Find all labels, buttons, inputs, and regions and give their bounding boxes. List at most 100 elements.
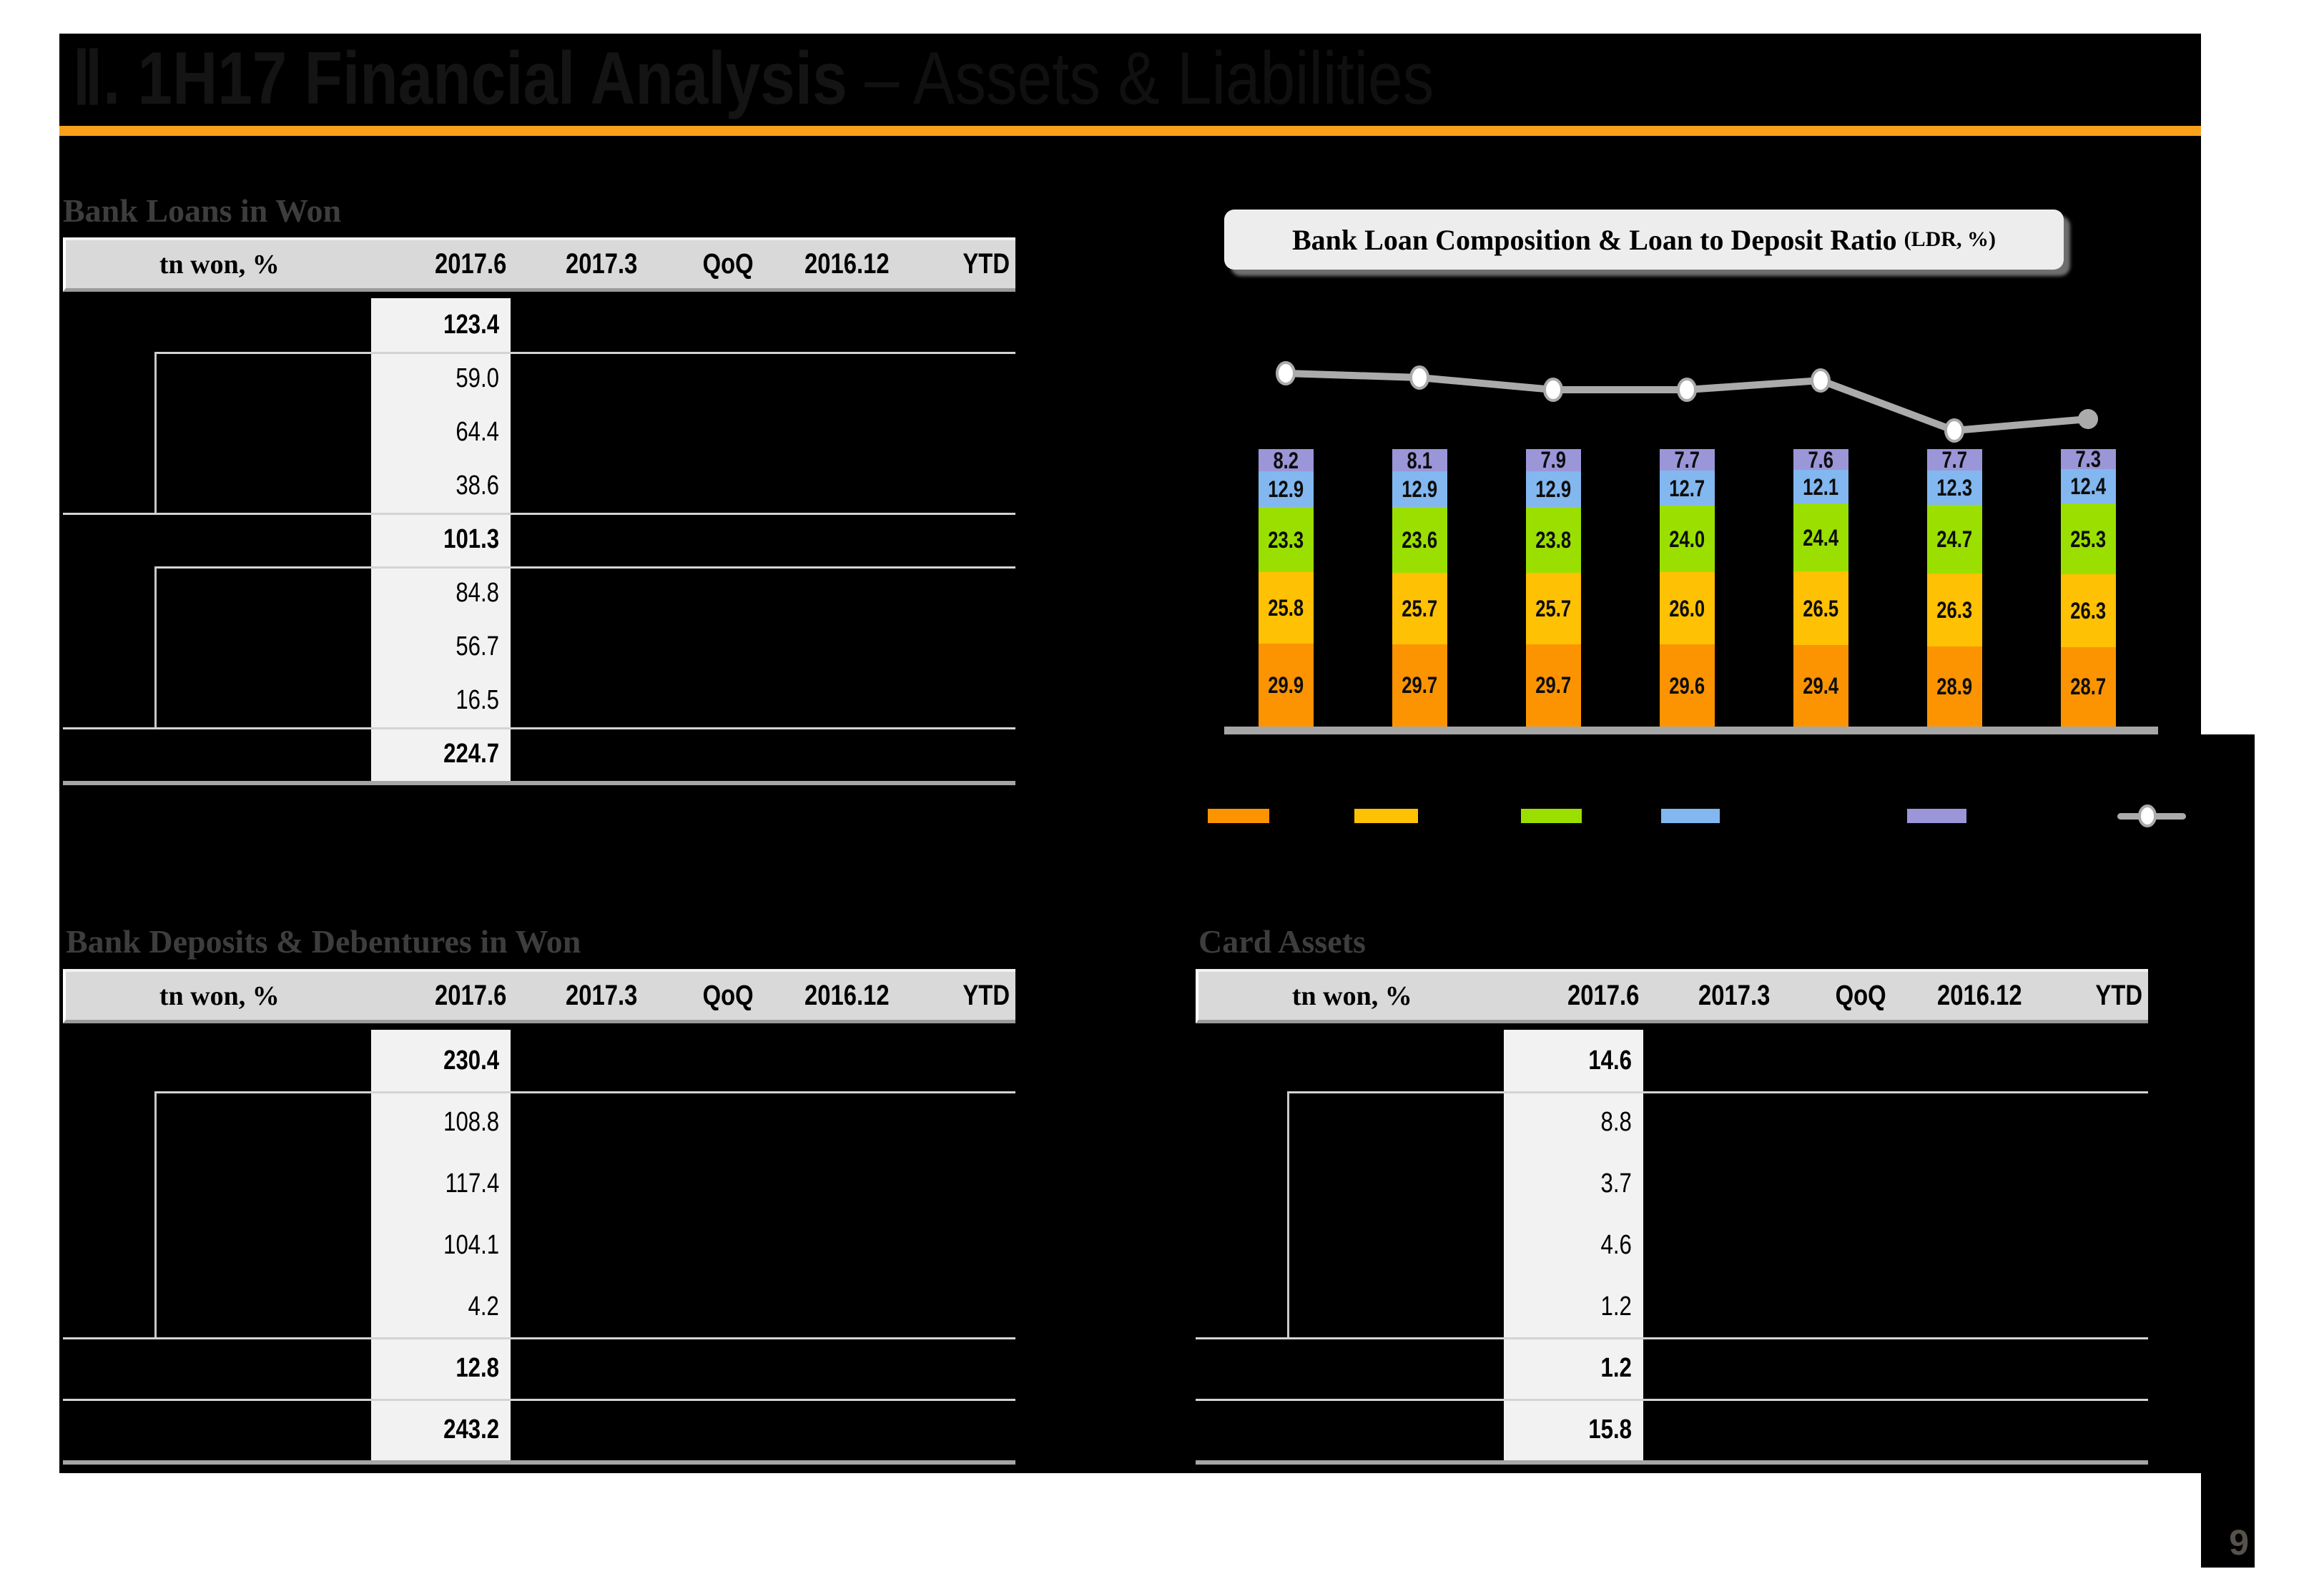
bar-segment-label: 12.9 <box>1402 476 1438 503</box>
table-value: 230.4 <box>371 1030 499 1091</box>
bar-segment-segment-green: 25.3 <box>2061 503 2116 574</box>
bar-segment-segment-blue: 12.9 <box>1259 471 1314 508</box>
table-value: 4.6 <box>1504 1214 1632 1276</box>
row-separator <box>63 1337 1015 1339</box>
column-header: tn won, % <box>66 980 373 1012</box>
slide-title-main: Ⅱ. 1H17 Financial Analysis <box>72 37 847 120</box>
bar-segment-label: 12.9 <box>1535 476 1572 502</box>
bar-segment-segment-orange: 29.9 <box>1259 643 1314 727</box>
table-value: 4.2 <box>371 1276 499 1337</box>
table-header-row: tn won, % 2017.6 2017.3 QoQ 2016.12 YTD <box>1196 969 2148 1023</box>
bar-segment-label: 7.6 <box>1808 446 1834 473</box>
table-value: 8.8 <box>1504 1091 1632 1153</box>
column-header-label: 2017.3 <box>566 980 638 1011</box>
highlight-column-2017-6 <box>371 298 511 781</box>
column-header: 2017.3 <box>1645 980 1776 1012</box>
bar-segment-label: 23.6 <box>1402 527 1438 554</box>
table-value-text: 3.7 <box>1600 1169 1632 1199</box>
bar-segment-segment-amber: 25.7 <box>1526 573 1581 644</box>
legend-ldr-marker <box>2138 805 2157 827</box>
table-value-text: 101.3 <box>443 524 499 554</box>
table-value-text: 230.4 <box>443 1046 499 1076</box>
bar-segment-segment-amber: 25.8 <box>1259 571 1314 644</box>
table-value-text: 15.8 <box>1588 1415 1632 1445</box>
bar-segment-segment-orange: 28.9 <box>1927 646 1982 727</box>
highlight-column-2017-6 <box>371 1030 511 1460</box>
legend-swatch-segment-purple <box>1907 809 1966 823</box>
row-separator <box>154 1091 1015 1093</box>
table-value-text: 108.8 <box>443 1107 499 1137</box>
bar-segment-segment-orange: 28.7 <box>2061 646 2116 727</box>
bar-segment-label: 29.7 <box>1535 672 1572 699</box>
table-bottom-border <box>63 781 1015 785</box>
row-separator <box>1287 1091 2148 1093</box>
table-value: 15.8 <box>1504 1399 1632 1460</box>
bar-segment-segment-green: 23.8 <box>1526 506 1581 574</box>
bar-segment-segment-orange: 29.6 <box>1660 644 1715 727</box>
column-header-label: tn won, % <box>159 980 280 1011</box>
bar-segment-label: 29.6 <box>1669 672 1705 699</box>
column-header-label: 2017.3 <box>566 248 638 280</box>
bar-segment-label: 23.8 <box>1535 526 1572 553</box>
table-value: 243.2 <box>371 1399 499 1460</box>
bar-segment-segment-green: 24.7 <box>1927 504 1982 574</box>
column-header: YTD <box>895 248 1016 280</box>
column-header: 2017.3 <box>512 248 643 280</box>
heading-deposits: Bank Deposits & Debentures in Won <box>66 923 581 960</box>
bar-segment-segment-blue: 12.9 <box>1392 471 1447 508</box>
column-header: YTD <box>895 980 1016 1012</box>
table-value: 1.2 <box>1504 1337 1632 1399</box>
bar-segment-label: 25.3 <box>2070 526 2107 552</box>
bar-segment-label: 25.8 <box>1268 594 1304 621</box>
column-header-label: 2016.12 <box>1936 980 2022 1011</box>
column-header-label: tn won, % <box>1291 980 1412 1011</box>
legend-ldr-marker-dot <box>2138 805 2157 827</box>
table-value-text: 12.8 <box>456 1353 499 1383</box>
column-header-label: 2016.12 <box>804 248 890 280</box>
table-value: 108.8 <box>371 1091 499 1153</box>
column-header-label: YTD <box>2095 980 2142 1011</box>
table-value: 117.4 <box>371 1153 499 1214</box>
bar-segment-label: 29.9 <box>1268 671 1304 698</box>
bar-segment-label: 12.1 <box>1803 473 1839 500</box>
table-value-text: 104.1 <box>443 1230 499 1260</box>
bar-segment-segment-purple: 7.3 <box>2061 448 2116 471</box>
bar-segment-label: 12.4 <box>2070 473 2107 500</box>
table-value: 16.5 <box>371 674 499 727</box>
table-bottom-border <box>63 1460 1015 1465</box>
legend-swatch-segment-amber <box>1354 809 1418 823</box>
column-header: QoQ <box>644 980 760 1012</box>
table-value: 3.7 <box>1504 1153 1632 1214</box>
column-header: QoQ <box>644 248 760 280</box>
column-header: YTD <box>2028 980 2149 1012</box>
column-header: 2016.12 <box>759 248 895 280</box>
bar-segment-segment-amber: 26.3 <box>2061 574 2116 647</box>
tree-indent-line <box>154 352 157 513</box>
bar-segment-label: 12.9 <box>1268 476 1304 503</box>
column-header: 2017.6 <box>373 980 512 1012</box>
bar-segment-segment-amber: 25.7 <box>1392 573 1447 644</box>
bar-segment-segment-orange: 29.7 <box>1526 644 1581 727</box>
table-value-text: 243.2 <box>443 1415 499 1445</box>
row-separator <box>1196 1337 2148 1339</box>
table-value-text: 1.2 <box>1600 1353 1632 1383</box>
table-header-row: tn won, % 2017.6 2017.3 QoQ 2016.12 YTD <box>63 969 1015 1023</box>
column-header: 2017.6 <box>1506 980 1645 1012</box>
bar-segment-label: 26.3 <box>2070 597 2107 624</box>
slide-title: Ⅱ. 1H17 Financial Analysis – Assets & Li… <box>72 36 1434 122</box>
table-value-text: 117.4 <box>445 1169 499 1199</box>
column-header-label: 2016.12 <box>804 980 890 1011</box>
row-separator <box>154 352 1015 354</box>
bar-segment-label: 28.9 <box>1936 673 1973 699</box>
bar-segment-label: 8.2 <box>1273 447 1299 473</box>
highlight-column-2017-6 <box>1504 1030 1643 1460</box>
page-number: 9 <box>2229 1522 2249 1563</box>
table-value: 1.2 <box>1504 1276 1632 1337</box>
bar-segment-label: 25.7 <box>1402 595 1438 621</box>
column-header-label: YTD <box>962 980 1010 1011</box>
bar-segment-segment-green: 23.6 <box>1392 507 1447 574</box>
row-separator <box>63 1399 1015 1401</box>
bar-segment-segment-amber: 26.0 <box>1660 572 1715 645</box>
column-header-label: QoQ <box>702 980 754 1011</box>
column-header: 2016.12 <box>1892 980 2027 1012</box>
